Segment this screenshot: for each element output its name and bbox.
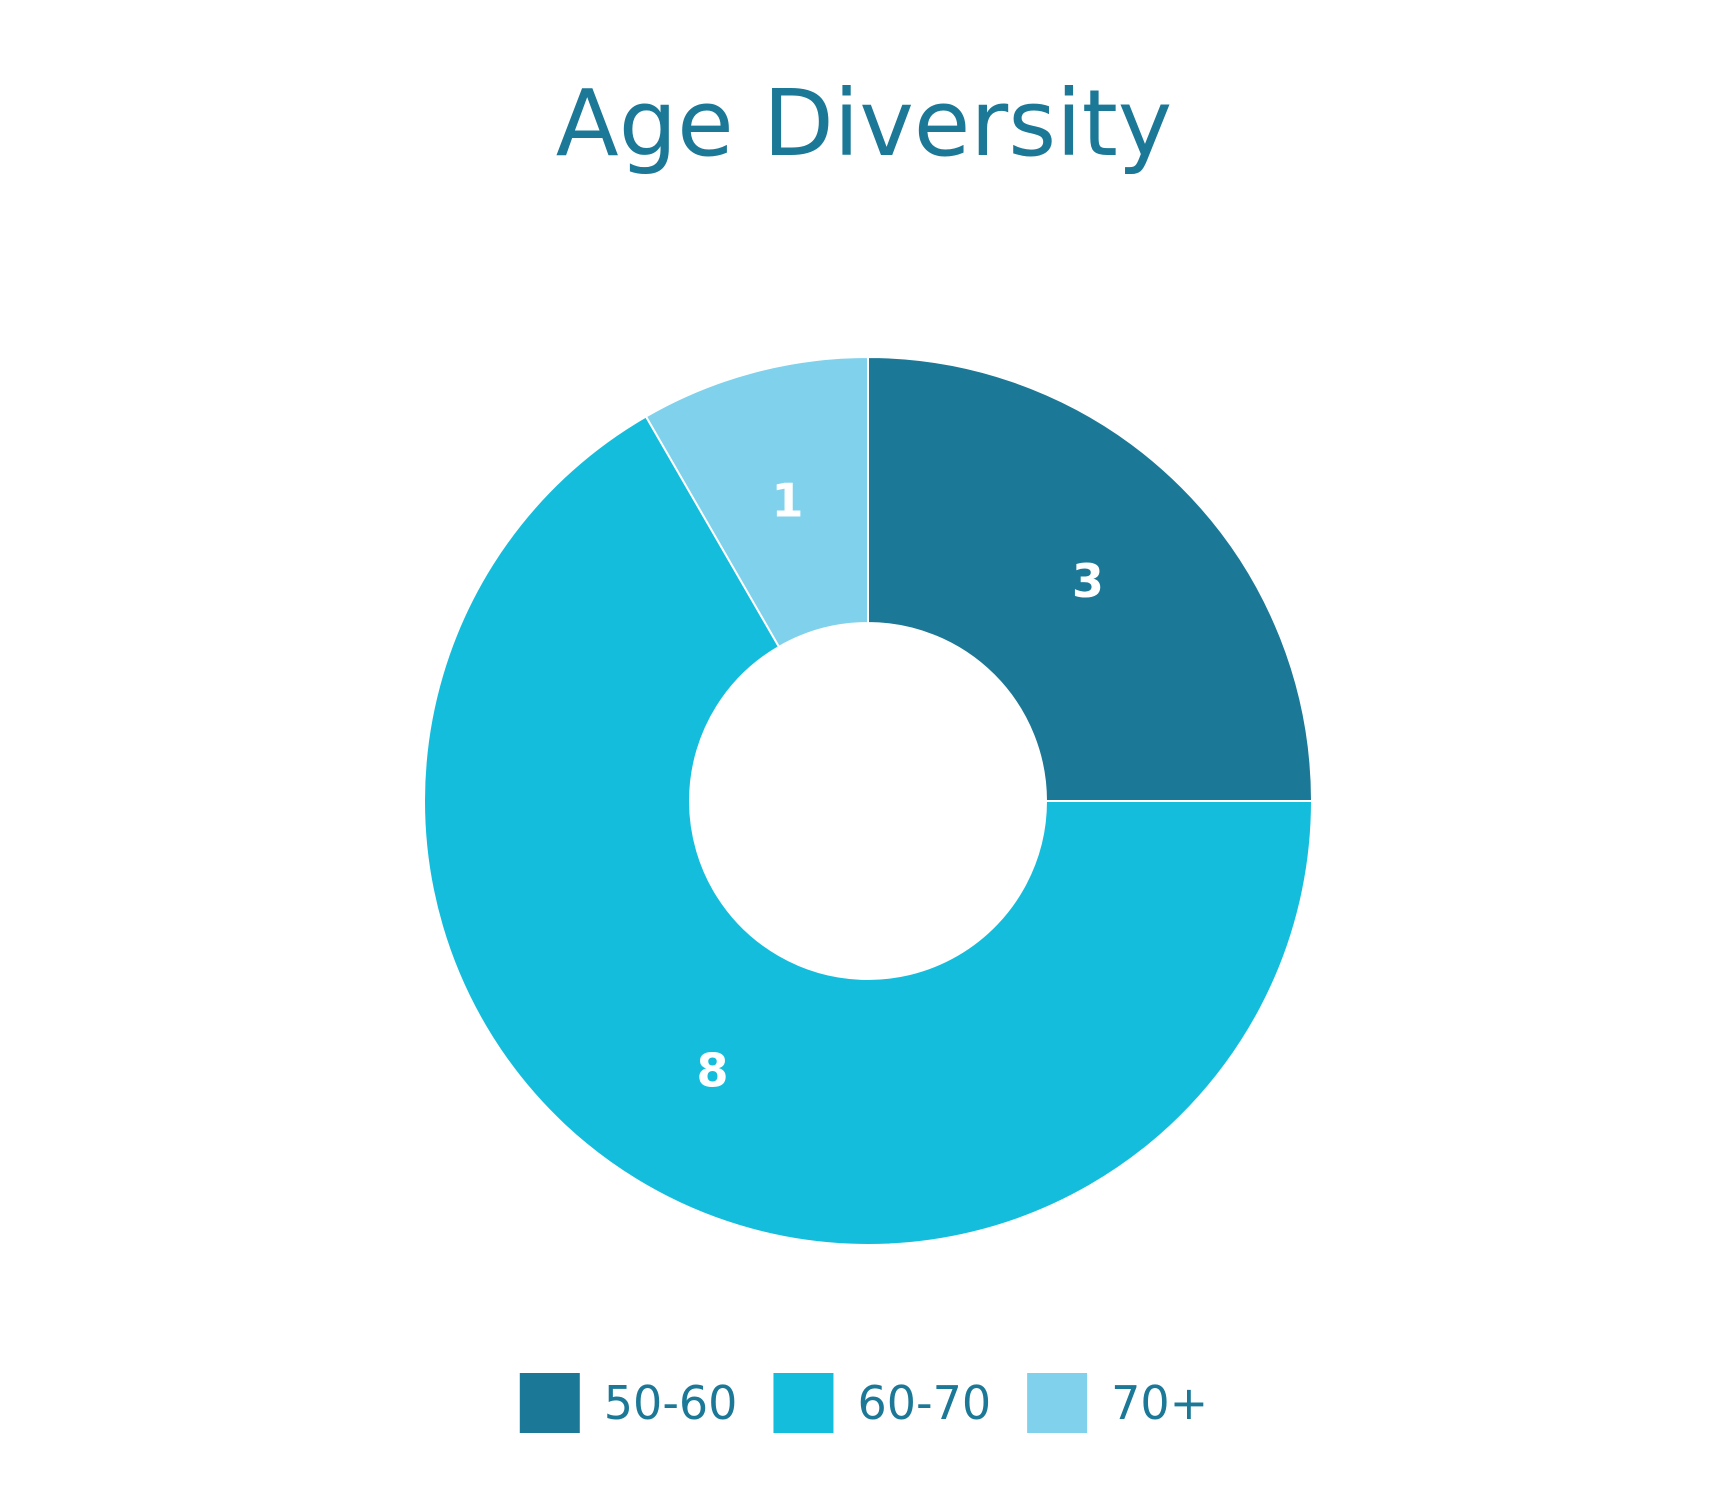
slice-50-60 <box>867 355 1314 802</box>
slice-70+ <box>644 355 869 649</box>
slice-60-70 <box>423 415 1314 1246</box>
slices-group <box>423 355 1314 1246</box>
slice-label-60-70: 8 <box>696 1043 728 1097</box>
legend: 50-60 60-70 70+ <box>519 1373 1208 1433</box>
slice-label-70+: 1 <box>771 474 803 528</box>
legend-swatch-60-70 <box>773 1373 834 1433</box>
legend-swatch-70+ <box>1027 1373 1088 1433</box>
slice-labels-group: 3 8 1 <box>696 474 1103 1098</box>
legend-swatch-50-60 <box>519 1373 580 1433</box>
chart-title: Age Diversity <box>556 70 1172 177</box>
slice-label-50-60: 3 <box>1072 554 1104 608</box>
legend-label-60-70: 60-70 <box>857 1376 991 1430</box>
legend-label-70+: 70+ <box>1111 1376 1208 1430</box>
legend-label-50-60: 50-60 <box>604 1376 738 1430</box>
